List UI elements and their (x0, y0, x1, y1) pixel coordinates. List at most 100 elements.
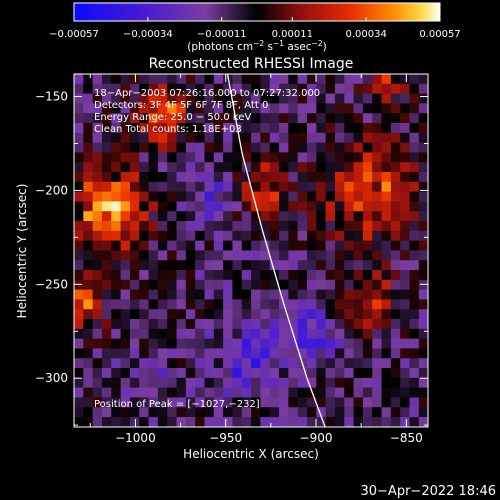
heatmap-cell (92, 299, 103, 310)
heatmap-cell (316, 172, 327, 183)
heatmap-cell (213, 113, 224, 124)
heatmap-cell (409, 348, 420, 359)
heatmap-cell (241, 162, 252, 173)
heatmap-cell (241, 113, 252, 124)
heatmap-cell (83, 142, 94, 154)
heatmap-cell (353, 328, 364, 340)
heatmap-cell (129, 201, 140, 212)
heatmap-cell (344, 162, 355, 173)
heatmap-cell (251, 172, 261, 183)
heatmap-cell (74, 309, 84, 320)
heatmap-cell (176, 132, 187, 144)
heatmap-cell (251, 132, 261, 144)
heatmap-cell (167, 250, 178, 261)
heatmap-cell (241, 230, 252, 242)
heatmap-cell (372, 230, 383, 242)
heatmap-cell (92, 240, 103, 252)
heatmap-cell (213, 407, 224, 418)
x-tick-label: −850 (390, 431, 423, 445)
heatmap-cell (372, 260, 383, 271)
heatmap-cell (195, 152, 206, 163)
heatmap-cell (288, 152, 299, 163)
heatmap-cell (241, 74, 252, 85)
heatmap-cell (129, 113, 140, 124)
heatmap-cell (232, 191, 243, 203)
heatmap-cell (381, 181, 392, 193)
heatmap-cell (213, 162, 224, 173)
heatmap-cell (167, 368, 178, 379)
heatmap-cell (251, 358, 261, 369)
heatmap-cell (111, 250, 122, 261)
heatmap-cell (334, 397, 345, 408)
heatmap-cell (260, 397, 271, 408)
heatmap-cell (204, 319, 215, 330)
heatmap-cell (260, 328, 271, 340)
heatmap-cell (204, 328, 215, 340)
heatmap-cell (279, 250, 289, 261)
heatmap-cell (325, 328, 336, 340)
heatmap-cell (241, 201, 252, 212)
heatmap-cell (157, 270, 168, 281)
heatmap-cell (176, 83, 187, 95)
heatmap-cell (362, 162, 373, 173)
heatmap-cell (139, 299, 150, 310)
heatmap-cell (139, 123, 150, 134)
heatmap-cell (251, 417, 261, 427)
heatmap-cell (418, 368, 428, 379)
heatmap-cell (204, 270, 215, 281)
heatmap-cell (316, 103, 327, 114)
heatmap-cell (148, 397, 159, 408)
heatmap-cell (111, 83, 122, 95)
heatmap-cell (418, 74, 428, 85)
heatmap-cell (176, 221, 187, 232)
heatmap-cell (213, 299, 224, 310)
heatmap-cell (306, 181, 317, 193)
heatmap-cell (92, 211, 103, 222)
heatmap-cell (213, 368, 224, 379)
heatmap-cell (167, 74, 178, 85)
heatmap-cell (418, 172, 428, 183)
heatmap-cell (260, 103, 271, 114)
heatmap-cell (129, 132, 140, 144)
heatmap-cell (362, 270, 373, 281)
heatmap-cell (344, 279, 355, 291)
heatmap-cell (334, 279, 345, 291)
heatmap-cell (306, 328, 317, 340)
heatmap-cell (381, 230, 392, 242)
annotation-detectors: Detectors: 3F 4F 5F 6F 7F 8F, Att 0 (94, 100, 268, 111)
heatmap-cell (120, 377, 131, 389)
heatmap-cell (344, 387, 355, 399)
heatmap-cell (409, 103, 420, 114)
heatmap-cell (223, 230, 234, 242)
heatmap-cell (325, 348, 336, 359)
heatmap-cell (232, 113, 243, 124)
heatmap-cell (129, 309, 140, 320)
heatmap-cell (409, 152, 420, 163)
x-axis-label: Heliocentric X (arcsec) (183, 447, 319, 461)
heatmap-cell (176, 299, 187, 310)
heatmap-cell (92, 348, 103, 359)
heatmap-cell (74, 368, 84, 379)
heatmap-cell (101, 172, 112, 183)
heatmap-cell (362, 417, 373, 427)
heatmap-cell (101, 387, 112, 399)
heatmap-cell (344, 397, 355, 408)
heatmap-cell (409, 270, 420, 281)
heatmap-cell (195, 93, 206, 104)
heatmap-cell (409, 289, 420, 301)
heatmap-cell (260, 83, 271, 95)
heatmap-cell (185, 74, 196, 85)
heatmap-cell (111, 93, 122, 104)
heatmap-cell (344, 260, 355, 271)
heatmap-cell (241, 368, 252, 379)
heatmap-cell (344, 250, 355, 261)
heatmap-cell (400, 348, 411, 359)
heatmap-cell (344, 93, 355, 104)
heatmap-cell (101, 309, 112, 320)
heatmap-cell (74, 152, 84, 163)
heatmap-cell (325, 74, 336, 85)
heatmap-cell (381, 201, 392, 212)
heatmap-cell (157, 83, 168, 95)
heatmap-cell (334, 142, 345, 154)
heatmap-cell (241, 132, 252, 144)
